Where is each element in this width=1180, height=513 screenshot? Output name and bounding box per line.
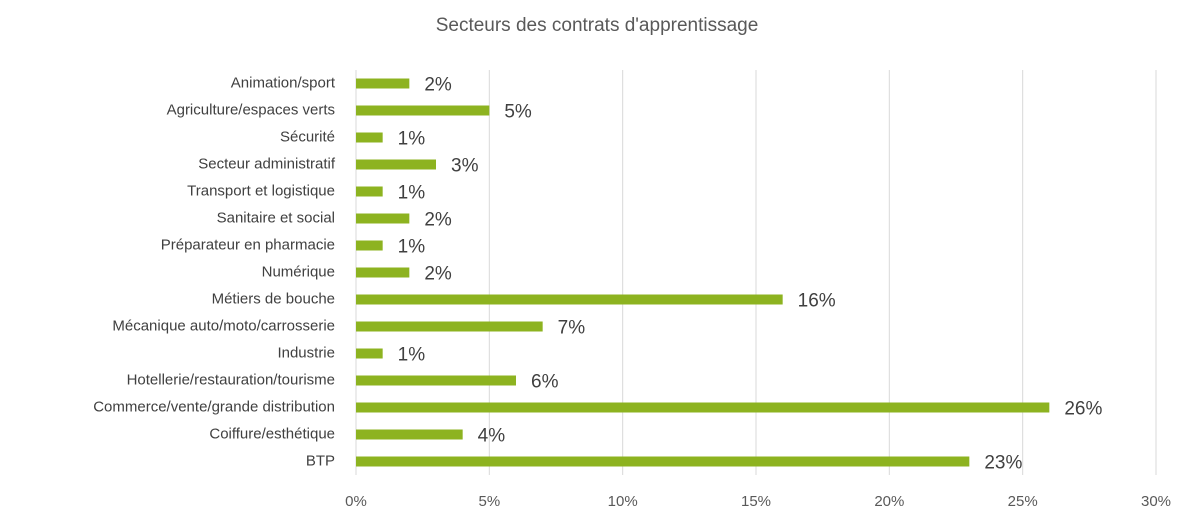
bar xyxy=(356,78,410,89)
y-tick-label: BTP xyxy=(306,452,335,469)
y-tick-label: Agriculture/espaces verts xyxy=(167,101,335,118)
data-label: 2% xyxy=(424,210,452,231)
y-tick-label: Préparateur en pharmacie xyxy=(161,236,335,253)
y-tick-label: Secteur administratif xyxy=(198,155,336,172)
bar xyxy=(356,132,383,143)
data-label: 5% xyxy=(504,102,532,123)
data-label: 2% xyxy=(424,75,452,96)
x-tick-label: 25% xyxy=(1008,493,1038,510)
y-tick-label: Mécanique auto/moto/carrosserie xyxy=(112,317,335,334)
x-tick-label: 20% xyxy=(874,493,904,510)
data-label: 1% xyxy=(398,345,426,366)
bar xyxy=(356,105,490,116)
y-tick-label: Animation/sport xyxy=(231,74,336,91)
y-tick-label: Sanitaire et social xyxy=(217,209,335,226)
y-tick-label: Métiers de bouche xyxy=(212,290,335,307)
data-label: 23% xyxy=(984,453,1022,474)
bar xyxy=(356,321,543,332)
data-label: 1% xyxy=(398,237,426,258)
x-tick-label: 10% xyxy=(608,493,638,510)
bar xyxy=(356,456,970,467)
bar xyxy=(356,186,383,197)
bar xyxy=(356,402,1050,413)
bar xyxy=(356,429,463,440)
data-label: 2% xyxy=(424,264,452,285)
data-label: 3% xyxy=(451,156,479,177)
data-label: 7% xyxy=(558,318,586,339)
y-tick-label: Sécurité xyxy=(280,128,335,145)
y-tick-label: Transport et logistique xyxy=(187,182,335,199)
bar xyxy=(356,159,436,170)
x-tick-label: 30% xyxy=(1141,493,1171,510)
bar xyxy=(356,240,383,251)
y-tick-label: Numérique xyxy=(262,263,335,280)
x-tick-label: 15% xyxy=(741,493,771,510)
chart-title: Secteurs des contrats d'apprentissage xyxy=(436,15,759,36)
bar xyxy=(356,348,383,359)
data-label: 16% xyxy=(798,291,836,312)
y-tick-label: Coiffure/esthétique xyxy=(209,425,335,442)
data-label: 6% xyxy=(531,372,559,393)
x-tick-label: 0% xyxy=(345,493,367,510)
data-label: 1% xyxy=(398,129,426,150)
data-label: 1% xyxy=(398,183,426,204)
x-tick-label: 5% xyxy=(478,493,500,510)
y-tick-label: Industrie xyxy=(277,344,335,361)
bar xyxy=(356,213,410,224)
bar xyxy=(356,375,516,386)
bar xyxy=(356,294,783,305)
y-tick-label: Hotellerie/restauration/tourisme xyxy=(127,371,335,388)
data-label: 4% xyxy=(478,426,506,447)
bar xyxy=(356,267,410,278)
data-label: 26% xyxy=(1064,399,1102,420)
y-tick-label: Commerce/vente/grande distribution xyxy=(93,398,335,415)
